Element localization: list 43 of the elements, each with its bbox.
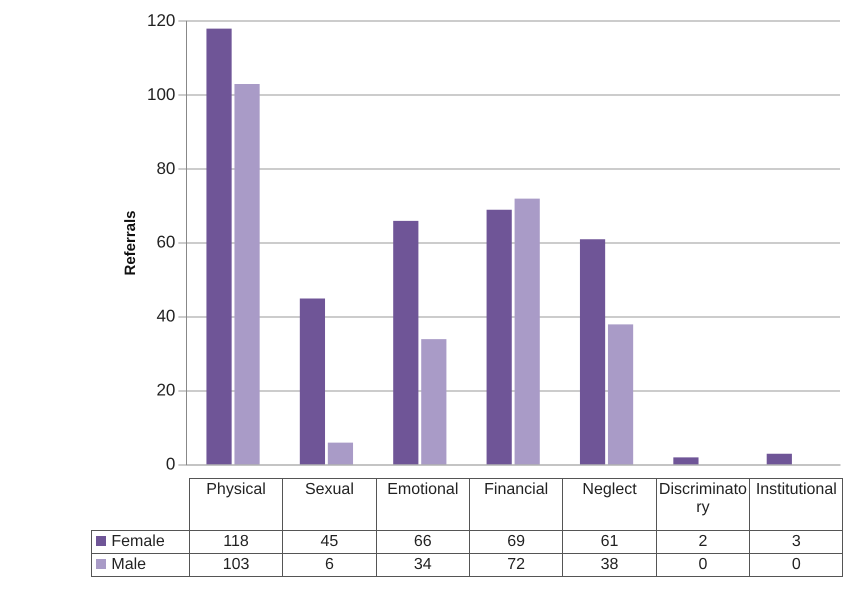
data-label: 103 [189, 554, 283, 576]
y-tick-label: 20 [156, 380, 176, 400]
x-tick-label: Neglect [562, 478, 656, 530]
bar [421, 339, 446, 464]
bar [206, 28, 232, 464]
bar [234, 84, 260, 464]
bar [580, 239, 606, 464]
bar [514, 198, 540, 464]
data-label: 3 [750, 530, 843, 554]
y-axis-title: Referrals [122, 210, 140, 276]
data-label: 45 [282, 530, 376, 554]
y-tick-label: 40 [156, 306, 176, 326]
legend-label: Female [92, 530, 190, 554]
y-tick-label: 100 [146, 84, 176, 104]
data-label: 118 [189, 530, 283, 554]
data-label: 0 [656, 554, 750, 576]
data-label: 6 [282, 554, 376, 576]
y-tick-label: 120 [146, 10, 176, 30]
data-label: 34 [376, 554, 470, 576]
bar [673, 457, 699, 464]
x-tick-label: Financial [469, 478, 563, 530]
y-tick-label: 60 [156, 232, 176, 252]
y-tick-label: 0 [166, 454, 176, 474]
data-label: 69 [469, 530, 563, 554]
legend-label: Male [92, 554, 190, 576]
y-tick-label: 80 [156, 158, 176, 178]
x-tick-label: Sexual [282, 478, 376, 530]
x-tick-label: Discriminatory [656, 478, 750, 530]
bar [393, 220, 418, 464]
x-tick-label: Emotional [376, 478, 470, 530]
data-label: 72 [469, 554, 563, 576]
data-label: 2 [656, 530, 750, 554]
x-tick-label: Physical [189, 478, 283, 530]
bar [608, 324, 634, 464]
bar [766, 454, 792, 464]
data-label: 38 [562, 554, 656, 576]
x-tick-label: Institutional [750, 478, 843, 530]
data-label: 0 [750, 554, 843, 576]
bar [300, 298, 326, 464]
bar [328, 442, 354, 464]
data-label: 61 [562, 530, 656, 554]
data-label: 66 [376, 530, 470, 554]
bar [486, 210, 512, 464]
